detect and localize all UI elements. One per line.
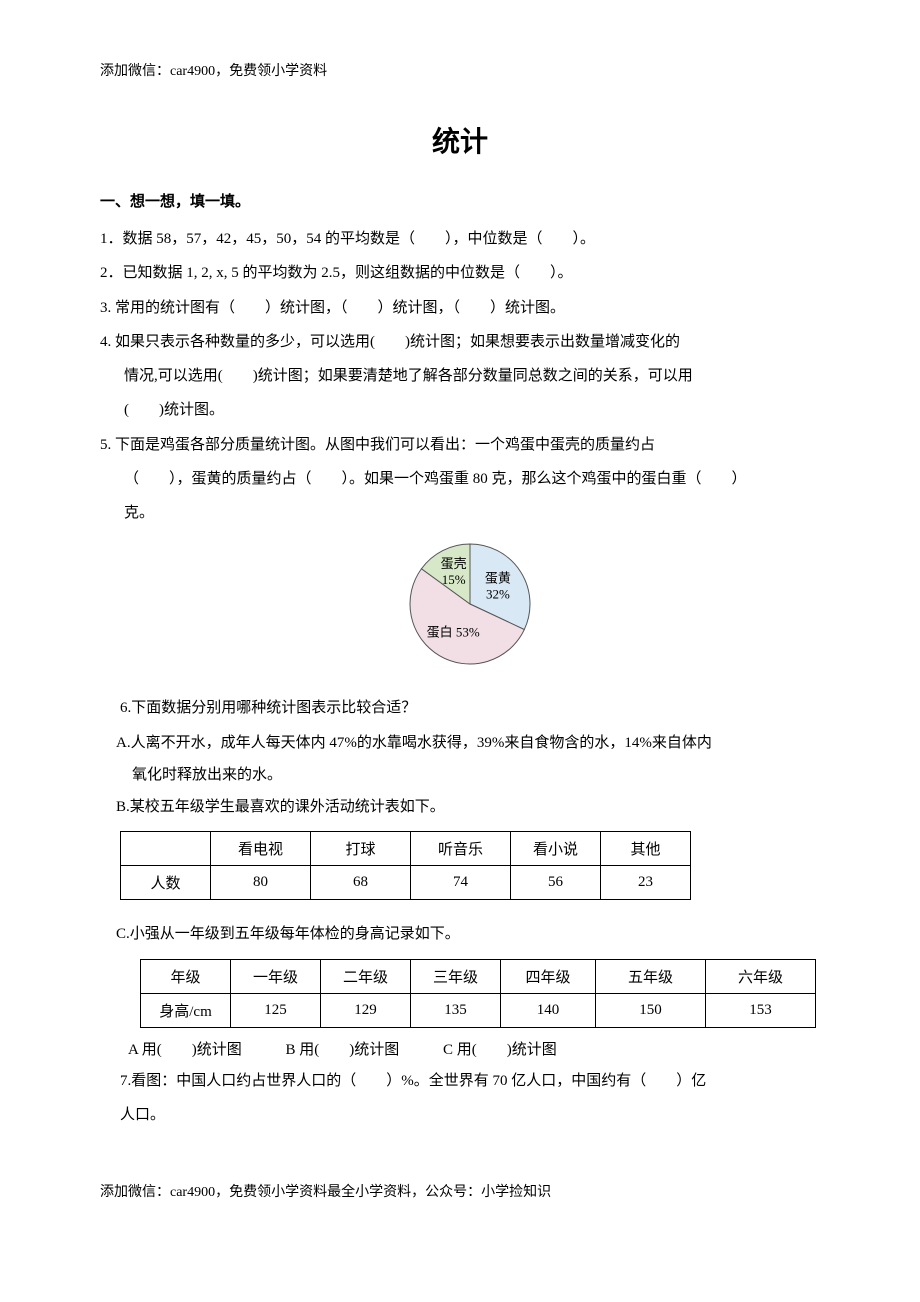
ans-a: A 用( )统计图: [128, 1042, 242, 1058]
table-cell: 三年级: [411, 959, 501, 993]
activity-table: 看电视打球听音乐看小说其他人数8068745623: [120, 831, 691, 900]
question-4-line3: ( )统计图。: [100, 394, 820, 426]
table-cell: 150: [596, 993, 706, 1027]
footer-note: 添加微信：car4900，免费领小学资料最全小学资料，公众号：小学捡知识: [100, 1181, 820, 1201]
question-6: 6.下面数据分别用哪种统计图表示比较合适？: [100, 692, 820, 724]
section-1-header: 一、想一想，填一填。: [100, 190, 820, 211]
ans-b: B 用( )统计图: [286, 1042, 400, 1058]
pie-label: 32%: [486, 587, 510, 602]
table-cell: 153: [706, 993, 816, 1027]
table-cell: 80: [211, 866, 311, 900]
question-6b: B.某校五年级学生最喜欢的课外活动统计表如下。: [116, 791, 820, 823]
pie-label: 蛋黄: [485, 571, 511, 586]
table-row-label: 人数: [121, 866, 211, 900]
question-6a-line2: 氧化时释放出来的水。: [132, 759, 820, 791]
table-cell: 六年级: [706, 959, 816, 993]
question-7-line2: 人口。: [100, 1099, 820, 1131]
table-cell: 135: [411, 993, 501, 1027]
ans-c: C 用( )统计图: [443, 1042, 557, 1058]
question-2: 2．已知数据 1, 2, x, 5 的平均数为 2.5，则这组数据的中位数是（ …: [100, 257, 820, 289]
pie-chart-wrap: 蛋黄32% 蛋白 53% 蛋壳15%: [100, 539, 820, 674]
height-table: 年级一年级二年级三年级四年级五年级六年级身高/cm125129135140150…: [140, 959, 816, 1028]
question-4-line2: 情况,可以选用( )统计图；如果要清楚地了解各部分数量同总数之间的关系，可以用: [100, 360, 820, 392]
table-cell: 68: [311, 866, 411, 900]
table-header-cell: 听音乐: [411, 832, 511, 866]
pie-label: 蛋白 53%: [427, 625, 480, 640]
table-header-cell: [121, 832, 211, 866]
page: 添加微信：car4900，免费领小学资料 统计 一、想一想，填一填。 1．数据 …: [0, 0, 920, 1241]
pie-label: 15%: [442, 572, 466, 587]
table-cell: 五年级: [596, 959, 706, 993]
table-cell: 56: [511, 866, 601, 900]
table-cell: 年级: [141, 959, 231, 993]
question-4-line1: 4. 如果只表示各种数量的多少，可以选用( )统计图；如果想要表示出数量增减变化…: [100, 326, 820, 358]
page-title: 统计: [100, 120, 820, 160]
question-5-line2: （ ），蛋黄的质量约占（ ）。如果一个鸡蛋重 80 克，那么这个鸡蛋中的蛋白重（…: [100, 463, 820, 495]
table-header-cell: 打球: [311, 832, 411, 866]
question-6-answers: A 用( )统计图 B 用( )统计图 C 用( )统计图: [128, 1038, 820, 1059]
question-6c: C.小强从一年级到五年级每年体检的身高记录如下。: [116, 918, 820, 950]
table-cell: 一年级: [231, 959, 321, 993]
table-cell: 四年级: [501, 959, 596, 993]
pie-svg: 蛋黄32% 蛋白 53% 蛋壳15%: [375, 539, 565, 669]
table-header-cell: 看小说: [511, 832, 601, 866]
question-6a-line1: A.人离不开水，成年人每天体内 47%的水靠喝水获得，39%来自食物含的水，14…: [116, 727, 820, 759]
egg-pie-chart: 蛋黄32% 蛋白 53% 蛋壳15%: [375, 539, 545, 669]
table-cell: 23: [601, 866, 691, 900]
question-1: 1．数据 58，57，42，45，50，54 的平均数是（ ），中位数是（ ）。: [100, 223, 820, 255]
question-5-line1: 5. 下面是鸡蛋各部分质量统计图。从图中我们可以看出：一个鸡蛋中蛋壳的质量约占: [100, 429, 820, 461]
table-header-cell: 其他: [601, 832, 691, 866]
question-5-line3: 克。: [100, 497, 820, 529]
table-header-cell: 看电视: [211, 832, 311, 866]
table-cell: 74: [411, 866, 511, 900]
table-cell: 身高/cm: [141, 993, 231, 1027]
table-cell: 140: [501, 993, 596, 1027]
pie-label: 蛋壳: [441, 556, 467, 571]
question-7-line1: 7.看图：中国人口约占世界人口的（ ）%。全世界有 70 亿人口，中国约有（ ）…: [100, 1065, 820, 1097]
table-cell: 129: [321, 993, 411, 1027]
table-cell: 125: [231, 993, 321, 1027]
header-note: 添加微信：car4900，免费领小学资料: [100, 60, 820, 80]
table-cell: 二年级: [321, 959, 411, 993]
question-3: 3. 常用的统计图有（ ）统计图，（ ）统计图，（ ）统计图。: [100, 292, 820, 324]
